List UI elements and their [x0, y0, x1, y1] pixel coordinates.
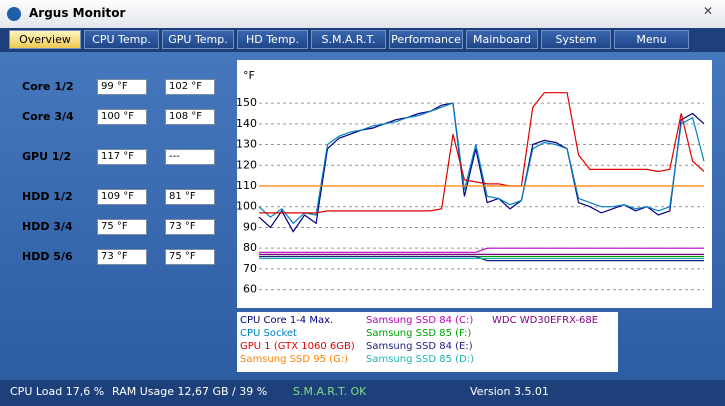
- reading-value: 73 °F: [165, 219, 215, 235]
- status-bar: CPU Load 17,6 % RAM Usage 12,67 GB / 39 …: [0, 380, 725, 406]
- y-tick-label: 130: [237, 138, 257, 151]
- legend-entry: Samsung SSD 85 (F:): [366, 328, 472, 339]
- y-axis-label: °F: [243, 69, 255, 82]
- tab[interactable]: Performance: [389, 30, 463, 49]
- reading-value: ---: [165, 149, 215, 165]
- y-tick-label: 120: [237, 158, 257, 171]
- title-bar: Argus Monitor ✕: [0, 0, 725, 28]
- reading-value: 75 °F: [165, 249, 215, 265]
- ram-usage: RAM Usage 12,67 GB / 39 %: [112, 385, 268, 398]
- reading-label: Core 1/2: [22, 80, 74, 93]
- reading-value: 73 °F: [97, 249, 147, 265]
- legend-entry: Samsung SSD 84 (E:): [366, 341, 473, 352]
- reading-label: GPU 1/2: [22, 150, 72, 163]
- tab[interactable]: S.M.A.R.T.: [311, 30, 386, 49]
- reading-value: 99 °F: [97, 79, 147, 95]
- legend-entry: GPU 1 (GTX 1060 6GB): [240, 341, 355, 352]
- legend-entry: Samsung SSD 85 (D:): [366, 354, 474, 365]
- version: Version 3.5.01: [470, 385, 549, 398]
- tab[interactable]: CPU Temp.: [84, 30, 159, 49]
- y-tick-label: 100: [237, 200, 257, 213]
- y-tick-label: 110: [237, 179, 257, 192]
- reading-value: 102 °F: [165, 79, 215, 95]
- close-button[interactable]: ✕: [702, 4, 713, 18]
- y-tick-label: 140: [237, 117, 257, 130]
- y-tick-label: 70: [243, 262, 257, 275]
- app-icon: [7, 7, 21, 21]
- reading-label: HDD 5/6: [22, 250, 73, 263]
- tab[interactable]: Mainboard: [466, 30, 538, 49]
- series-line: [258, 102, 705, 233]
- reading-value: 75 °F: [97, 219, 147, 235]
- y-tick-label: 150: [237, 96, 257, 109]
- legend-entry: CPU Core 1-4 Max.: [240, 315, 334, 326]
- smart-status: S.M.A.R.T. OK: [293, 385, 367, 398]
- y-tick-label: 90: [243, 220, 257, 233]
- reading-value: 81 °F: [165, 189, 215, 205]
- y-tick-label: 60: [243, 283, 257, 296]
- reading-value: 109 °F: [97, 189, 147, 205]
- tab[interactable]: GPU Temp.: [162, 30, 234, 49]
- reading-value: 108 °F: [165, 109, 215, 125]
- legend-entry: Samsung SSD 84 (C:): [366, 315, 474, 326]
- chart: °F 60 70 80 90 100 110 120 130 140 150: [237, 60, 712, 308]
- y-tick-label: 80: [243, 241, 257, 254]
- reading-label: HDD 1/2: [22, 190, 73, 203]
- window-title: Argus Monitor: [29, 6, 126, 20]
- series-line: [259, 247, 704, 253]
- tab[interactable]: System: [541, 30, 611, 49]
- reading-label: HDD 3/4: [22, 220, 73, 233]
- reading-value: 100 °F: [97, 109, 147, 125]
- cpu-load: CPU Load 17,6 %: [10, 385, 105, 398]
- tab[interactable]: Overview: [9, 30, 81, 49]
- legend-entry: CPU Socket: [240, 328, 297, 339]
- reading-label: Core 3/4: [22, 110, 74, 123]
- reading-value: 117 °F: [97, 149, 147, 165]
- series-line: [258, 102, 705, 225]
- legend: CPU Core 1-4 Max. CPU Socket GPU 1 (GTX 10…: [237, 312, 618, 372]
- tab[interactable]: HD Temp.: [237, 30, 308, 49]
- legend-entry: Samsung SSD 95 (G:): [240, 354, 349, 365]
- tab-bar: Overview CPU Temp. GPU Temp. HD Temp. S.M.A.…: [0, 28, 725, 52]
- series-line: [259, 92, 705, 214]
- legend-entry: WDC WD30EFRX-68E: [492, 315, 599, 326]
- tab[interactable]: Menu: [614, 30, 689, 49]
